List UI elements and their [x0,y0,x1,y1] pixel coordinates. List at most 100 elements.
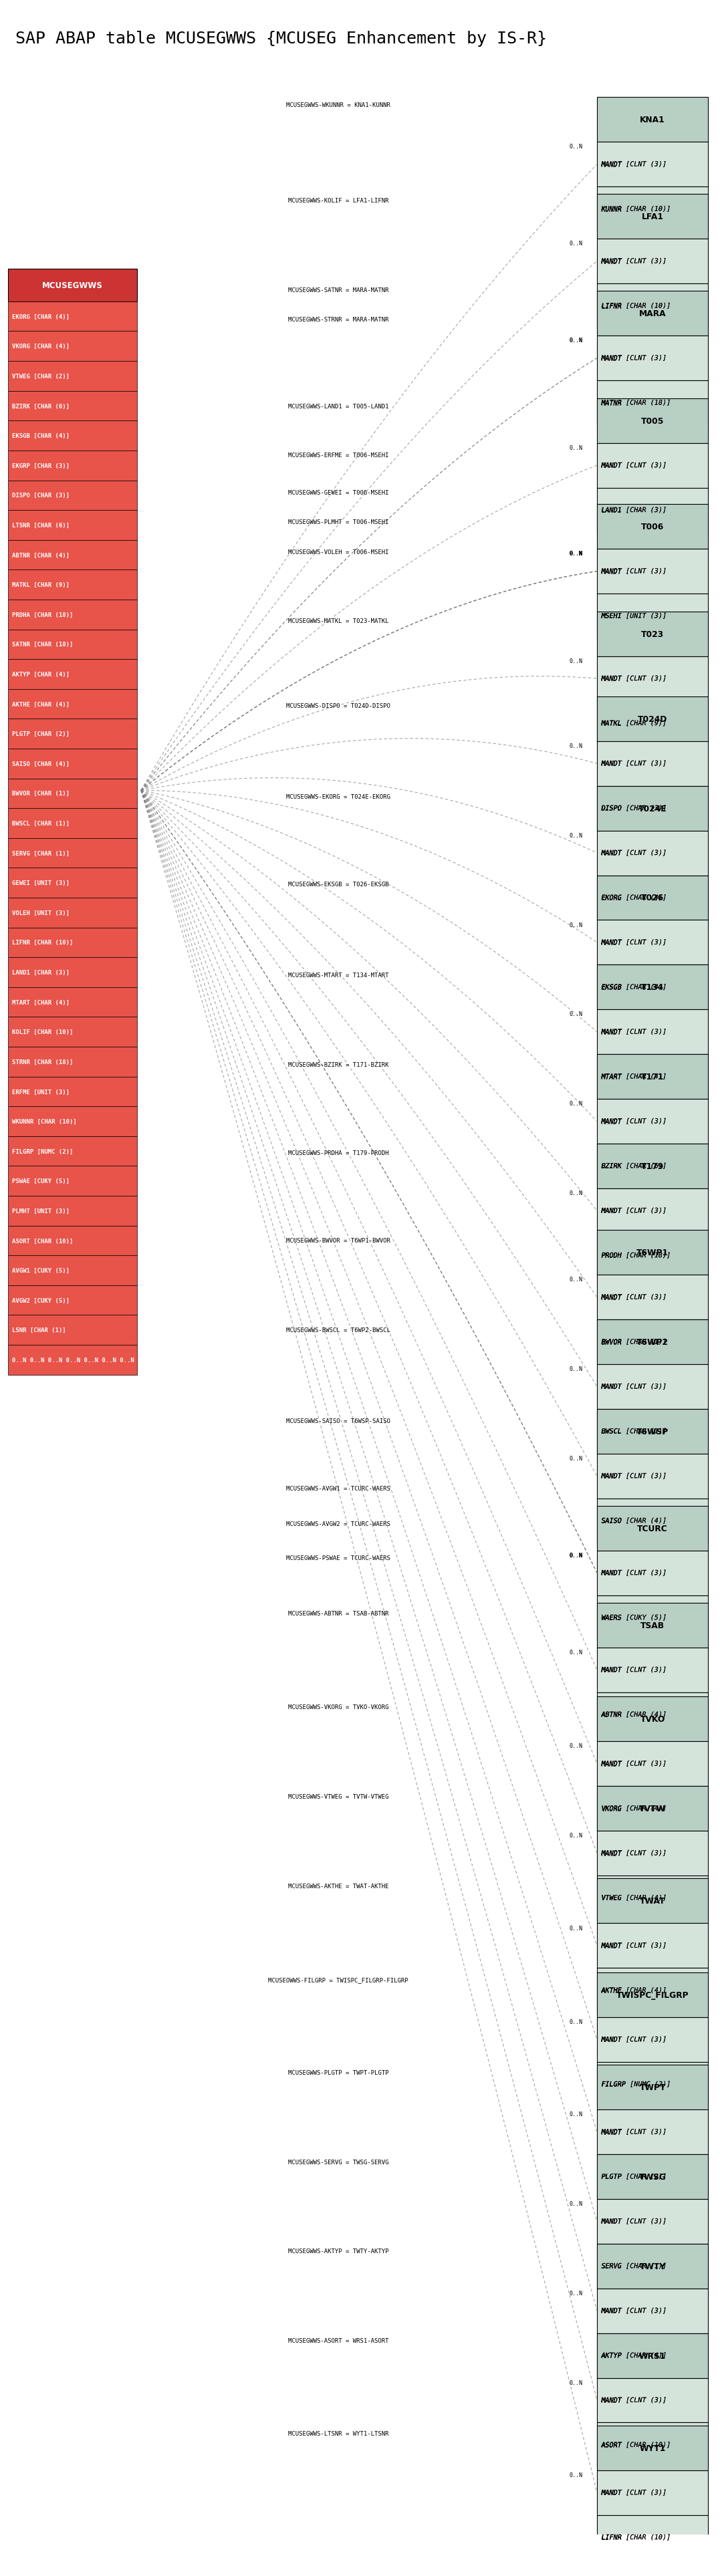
Text: 0..N: 0..N [570,1553,582,1558]
Text: MANDT: MANDT [601,2308,622,2313]
FancyBboxPatch shape [597,291,708,337]
Text: MANDT [CLNT (3)]: MANDT [CLNT (3)] [601,1569,667,1577]
Text: MCUSEGWWS-VOLEH = T006-MSEHI: MCUSEGWWS-VOLEH = T006-MSEHI [288,549,389,556]
Text: SATNR [CHAR (18)]: SATNR [CHAR (18)] [12,641,73,647]
Text: T026: T026 [642,894,664,902]
FancyBboxPatch shape [597,1692,708,1736]
Text: MANDT: MANDT [601,2218,622,2226]
FancyBboxPatch shape [597,966,708,1010]
Text: T179: T179 [642,1162,664,1170]
Text: WKUNNR [CHAR (10)]: WKUNNR [CHAR (10)] [12,1118,76,1126]
Text: AVGW1 [CUKY (5)]: AVGW1 [CUKY (5)] [12,1267,69,1273]
Text: 0..N: 0..N [570,922,582,927]
FancyBboxPatch shape [8,1167,138,1195]
FancyBboxPatch shape [597,1878,708,1924]
FancyBboxPatch shape [8,361,138,392]
Text: PSWAE [CUKY (5)]: PSWAE [CUKY (5)] [12,1177,69,1185]
Text: WAERS: WAERS [601,1615,622,1620]
Text: BWVOR [CHAR (1)]: BWVOR [CHAR (1)] [601,1340,667,1345]
Text: ERFME [UNIT (3)]: ERFME [UNIT (3)] [12,1090,69,1095]
FancyBboxPatch shape [597,876,708,920]
Text: MCUSEGWWS-ASORT = WRS1-ASORT: MCUSEGWWS-ASORT = WRS1-ASORT [288,2336,389,2344]
FancyBboxPatch shape [8,482,138,510]
Text: LAND1 [CHAR (3)]: LAND1 [CHAR (3)] [601,507,667,515]
Text: MANDT: MANDT [601,940,622,945]
FancyBboxPatch shape [597,742,708,786]
Text: 0..N: 0..N [570,1455,582,1461]
Text: MANDT [CLNT (3)]: MANDT [CLNT (3)] [601,1473,667,1479]
Text: MCUSEGWWS-SATNR = MARA-MATNR: MCUSEGWWS-SATNR = MARA-MATNR [288,286,389,294]
FancyBboxPatch shape [597,1973,708,2017]
FancyBboxPatch shape [8,268,138,301]
Text: MCUSEGWWS-BWSCL = T6WP2-BWSCL: MCUSEGWWS-BWSCL = T6WP2-BWSCL [287,1327,390,1334]
Text: 0..N: 0..N [570,1100,582,1108]
FancyBboxPatch shape [8,1316,138,1345]
Text: 0..N: 0..N [570,657,582,665]
FancyBboxPatch shape [8,1108,138,1136]
Text: MANDT: MANDT [601,1293,622,1301]
Text: MANDT: MANDT [601,1208,622,1213]
FancyBboxPatch shape [597,1054,708,1100]
FancyBboxPatch shape [597,2561,708,2576]
Text: 0..N: 0..N [570,2200,582,2208]
Text: MATKL [CHAR (9)]: MATKL [CHAR (9)] [601,721,667,726]
FancyBboxPatch shape [597,2066,708,2110]
Text: 0..N: 0..N [570,2473,582,2478]
Text: MANDT [CLNT (3)]: MANDT [CLNT (3)] [601,1759,667,1767]
FancyBboxPatch shape [597,489,708,533]
Text: 0..N: 0..N [570,1553,582,1558]
Text: EKSGB [CHAR (4)]: EKSGB [CHAR (4)] [601,984,667,992]
Text: 0..N: 0..N [570,1924,582,1932]
Text: TVKO: TVKO [640,1716,665,1723]
Text: MANDT: MANDT [601,1850,622,1857]
Text: ASORT [CHAR (10)]: ASORT [CHAR (10)] [12,1239,73,1244]
FancyBboxPatch shape [597,966,708,1010]
FancyBboxPatch shape [8,987,138,1018]
FancyBboxPatch shape [8,600,138,629]
Text: MCUSEGWWS-PRDHA = T179-PRODH: MCUSEGWWS-PRDHA = T179-PRODH [288,1149,389,1157]
FancyBboxPatch shape [597,657,708,701]
Text: ASORT: ASORT [601,2442,622,2447]
FancyBboxPatch shape [597,786,708,832]
Text: MANDT [CLNT (3)]: MANDT [CLNT (3)] [601,162,667,167]
Text: MANDT: MANDT [601,1759,622,1767]
Text: MANDT: MANDT [601,1028,622,1036]
Text: MANDT: MANDT [601,760,622,768]
Text: 0..N: 0..N [570,551,582,556]
Text: 0..N: 0..N [570,742,582,750]
Text: TWTY: TWTY [639,2262,666,2269]
Text: WRS1: WRS1 [639,2352,666,2360]
Text: MANDT [CLNT (3)]: MANDT [CLNT (3)] [601,2218,667,2226]
Text: MANDT [CLNT (3)]: MANDT [CLNT (3)] [601,675,667,683]
Text: MCUSEGWWS-AVGW1 = TCURC-WAERS: MCUSEGWWS-AVGW1 = TCURC-WAERS [287,1486,390,1492]
FancyBboxPatch shape [597,920,708,966]
FancyBboxPatch shape [597,188,708,232]
FancyBboxPatch shape [597,549,708,595]
Text: T6WSP: T6WSP [636,1427,669,1435]
FancyBboxPatch shape [597,142,708,188]
Text: 0..N: 0..N [570,2290,582,2295]
FancyBboxPatch shape [597,2061,708,2107]
Text: KOLIF [CHAR (10)]: KOLIF [CHAR (10)] [12,1030,73,1036]
Text: PLGTP [CHAR (2)]: PLGTP [CHAR (2)] [601,2174,667,2179]
FancyBboxPatch shape [8,1018,138,1046]
Text: VTWEG [CHAR (2)]: VTWEG [CHAR (2)] [12,374,69,379]
FancyBboxPatch shape [597,2110,708,2154]
Text: LSNR [CHAR (1)]: LSNR [CHAR (1)] [12,1327,66,1334]
Text: PLGTP [CHAR (2)]: PLGTP [CHAR (2)] [12,732,69,737]
Text: MSEHI [UNIT (3)]: MSEHI [UNIT (3)] [601,613,667,621]
Text: MCUSEGWWS-PSWAE = TCURC-WAERS: MCUSEGWWS-PSWAE = TCURC-WAERS [287,1556,390,1561]
FancyBboxPatch shape [597,2514,708,2561]
Text: 0..N: 0..N [570,2112,582,2117]
Text: TCURC: TCURC [637,1525,668,1533]
Text: MCUSEGWWS-KOLIF = LFA1-LIFNR: MCUSEGWWS-KOLIF = LFA1-LIFNR [288,198,389,204]
Text: LIFNR [CHAR (10)]: LIFNR [CHAR (10)] [601,2535,671,2540]
Text: 0..N: 0..N [570,551,582,556]
Text: MATKL [CHAR (9)]: MATKL [CHAR (9)] [12,582,69,587]
Text: MCUSEGWWS-AKTHE = TWAT-AKTHE: MCUSEGWWS-AKTHE = TWAT-AKTHE [288,1883,389,1888]
FancyBboxPatch shape [597,2154,708,2200]
Text: MCUSEGWWS-WKUNNR = KNA1-KUNNR: MCUSEGWWS-WKUNNR = KNA1-KUNNR [287,103,390,108]
FancyBboxPatch shape [8,569,138,600]
FancyBboxPatch shape [597,2244,708,2287]
Text: MCUSEGWWS-LAND1 = T005-LAND1: MCUSEGWWS-LAND1 = T005-LAND1 [288,404,389,410]
